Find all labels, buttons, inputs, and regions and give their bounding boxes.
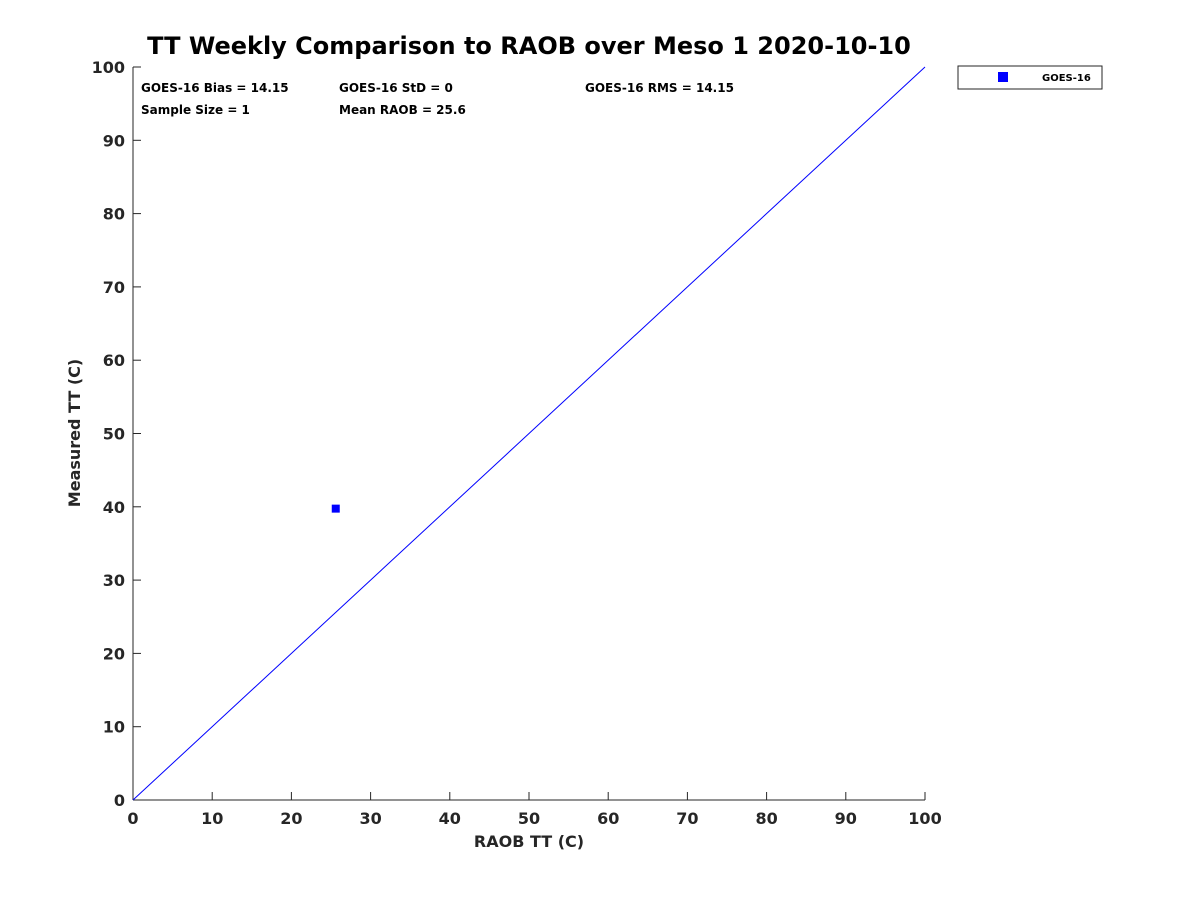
x-tick-label: 60 [597, 809, 619, 828]
y-tick-label: 100 [92, 58, 125, 77]
x-tick-label: 20 [280, 809, 302, 828]
stat-std: GOES-16 StD = 0 [339, 81, 453, 95]
stat-sample-size: Sample Size = 1 [141, 103, 250, 117]
y-tick-group: 0 10 20 30 40 50 60 70 80 90 100 [92, 58, 141, 810]
y-axis-label: Measured TT (C) [65, 359, 84, 507]
chart-title: TT Weekly Comparison to RAOB over Meso 1… [147, 32, 911, 60]
x-tick-label: 100 [908, 809, 941, 828]
y-tick-label: 80 [103, 205, 125, 224]
stat-bias: GOES-16 Bias = 14.15 [141, 81, 289, 95]
y-tick-label: 10 [103, 718, 125, 737]
x-tick-label: 50 [518, 809, 540, 828]
legend: GOES-16 [957, 65, 1103, 90]
x-tick-label: 70 [676, 809, 698, 828]
y-tick-label: 20 [103, 644, 125, 663]
y-tick-label: 90 [103, 131, 125, 150]
y-tick-label: 60 [103, 351, 125, 370]
y-tick-label: 70 [103, 278, 125, 297]
x-tick-label: 30 [359, 809, 381, 828]
y-tick-label: 40 [103, 498, 125, 517]
y-tick-label: 50 [103, 425, 125, 444]
stat-mean-raob: Mean RAOB = 25.6 [339, 103, 466, 117]
data-point-goes16 [331, 504, 340, 513]
y-tick-label: 30 [103, 571, 125, 590]
statistics-annotation: GOES-16 Bias = 14.15 GOES-16 StD = 0 GOE… [141, 81, 734, 117]
legend-box [957, 65, 1103, 90]
y-tick-label: 0 [114, 791, 125, 810]
x-tick-label: 0 [127, 809, 138, 828]
x-tick-label: 10 [201, 809, 223, 828]
x-tick-label: 80 [755, 809, 777, 828]
x-tick-label: 90 [835, 809, 857, 828]
legend-label-goes16: GOES-16 [1042, 73, 1091, 84]
legend-marker-square [998, 72, 1008, 82]
data-points-group [331, 504, 340, 513]
one-to-one-reference-line [132, 66, 926, 801]
x-tick-label: 40 [439, 809, 461, 828]
x-tick-group: 0 10 20 30 40 50 60 70 80 90 100 [127, 792, 942, 828]
x-axis-label: RAOB TT (C) [474, 832, 584, 851]
stat-rms: GOES-16 RMS = 14.15 [585, 81, 734, 95]
